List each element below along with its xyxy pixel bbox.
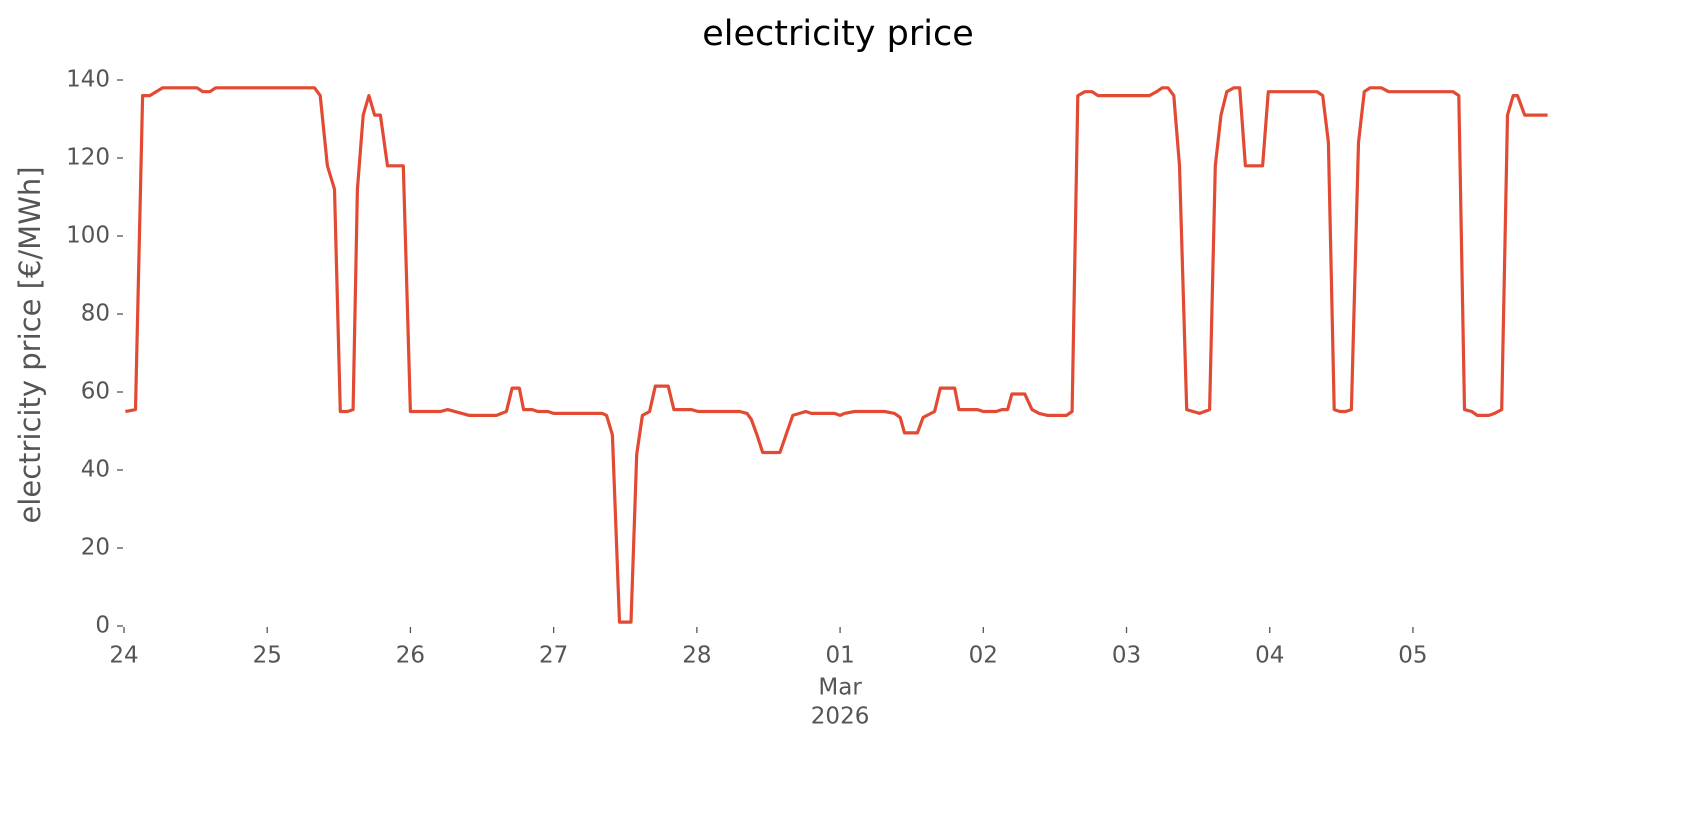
y-tick-label: 80 [81,301,110,327]
y-tick-label: 100 [66,223,110,249]
x-tick-label: 01 [825,643,854,669]
x-tick-label: 03 [1112,643,1141,669]
x-tick-label: 27 [539,643,568,669]
x-tick-label: 04 [1255,643,1284,669]
year-label: 2026 [811,704,870,730]
y-tick-label: 140 [66,67,110,93]
price-line [125,86,1548,624]
x-tick-label: 02 [969,643,998,669]
y-tick-label: 0 [95,613,110,639]
x-tick-label: 28 [682,643,711,669]
y-tick-label: 60 [81,379,110,405]
x-tick-label: 25 [253,643,282,669]
y-axis-title: electricity price [€/MWh] [13,166,47,523]
y-tick-label: 40 [81,457,110,483]
y-tick-label: 120 [66,145,110,171]
month-label: Mar [818,675,862,701]
x-tick-label: 24 [109,643,138,669]
x-tick-label: 26 [396,643,425,669]
y-tick-label: 20 [81,535,110,561]
chart-title: electricity price [702,14,974,54]
x-tick-label: 05 [1398,643,1427,669]
